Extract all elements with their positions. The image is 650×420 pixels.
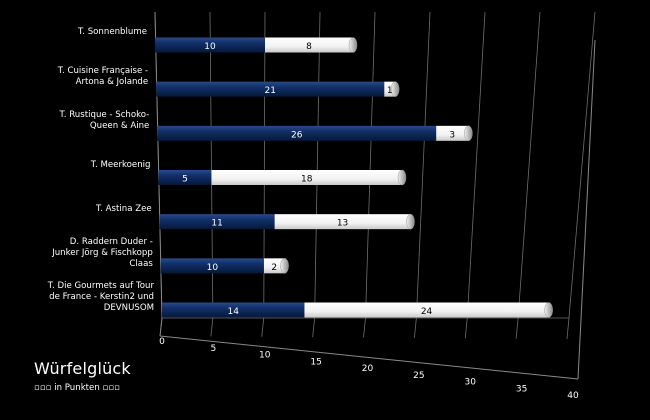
floor-left-edge [159, 317, 163, 337]
bar-end-cap [397, 169, 407, 186]
bar-value-label: 2 [271, 263, 277, 273]
gridline [466, 11, 486, 319]
bar-labels: 10 8 21 1 26 3 5 18 11 13 10 2 14 24 [182, 42, 455, 317]
x-tick-label: 35 [516, 384, 527, 394]
bar-value-label: 21 [264, 86, 275, 96]
bar-end-cap [464, 125, 473, 142]
x-axis-ticks: 0 5 10 15 20 25 30 35 40 [159, 337, 579, 401]
bar-value-label: 5 [182, 175, 188, 185]
x-tick-label: 20 [362, 364, 374, 374]
floor-gridline [566, 317, 570, 340]
category-label: T. Die Gourmets auf Tour de France - Ker… [47, 281, 154, 313]
category-label: D. Raddern Duder - Junker Jörg & Fischko… [52, 236, 153, 269]
bar-segment-blue [160, 258, 264, 274]
x-tick-label: 25 [413, 371, 424, 381]
floor-gridline [210, 317, 214, 337]
floor-gridline [363, 317, 366, 338]
floor-gridline [515, 317, 519, 339]
bar-value-label: 13 [337, 219, 348, 229]
bar-segment-white [436, 125, 469, 141]
chart-title: Würfelglück [34, 359, 131, 378]
bar-end-cap [544, 302, 553, 318]
bar-segment-blue [162, 302, 305, 318]
gridline [314, 11, 321, 319]
x-tick-label: 40 [567, 391, 579, 401]
category-label: T. Meerkoenig [90, 159, 151, 170]
bar-end-cap [406, 213, 415, 230]
bar-value-label: 24 [421, 307, 433, 317]
bar-end-cap [390, 81, 400, 97]
gridline [517, 11, 541, 319]
floor-gridline [413, 317, 417, 338]
x-tick-label: 0 [159, 337, 165, 347]
bars [155, 37, 553, 318]
floor-front-edge [159, 335, 579, 380]
bar-value-label: 26 [291, 130, 303, 140]
bar-segment-white [265, 37, 353, 53]
x-tick-label: 30 [465, 378, 477, 388]
bar-segment-white [274, 214, 411, 230]
floor-gridline [261, 317, 265, 337]
category-label: T. Astina Zee [95, 203, 152, 214]
chart-subtitle: ▫▫▫ in Punkten ▫▫▫ [34, 383, 120, 393]
x-tick-label: 5 [211, 344, 217, 354]
bar-value-label: 3 [449, 130, 455, 140]
bar-value-label: 18 [301, 175, 313, 185]
bar-value-label: 10 [207, 263, 219, 273]
bar-segment-white [384, 81, 396, 97]
bar-end-cap [280, 258, 289, 274]
bar-end-cap [348, 37, 358, 53]
category-label: T. Cuisine Française - Artona & Jolande [57, 65, 149, 87]
bar-segment-blue [158, 170, 212, 185]
category-label: T. Rustique - Schoko- Queen & Aine [59, 109, 150, 131]
bar-segment-white [263, 258, 285, 274]
bar-value-label: 1 [387, 86, 393, 96]
bar-value-label: 10 [204, 42, 216, 52]
floor-gridline [464, 317, 468, 339]
bar-value-label: 11 [211, 219, 222, 229]
grid [154, 11, 596, 380]
gridline [568, 11, 596, 319]
bar-segment-white [211, 170, 403, 185]
gridline [415, 11, 431, 319]
bar-segment-blue [155, 37, 265, 53]
x-tick-label: 10 [259, 351, 271, 361]
bar-segment-blue [159, 214, 275, 230]
bar-segment-blue [157, 125, 437, 141]
x-tick-label: 15 [310, 357, 321, 367]
bar-value-label: 14 [227, 307, 239, 317]
floor-gridline [312, 317, 316, 338]
right-wall-edge [577, 39, 596, 380]
gridline [365, 11, 376, 319]
category-label: T. Sonnenblume [78, 27, 147, 37]
bar-value-label: 8 [306, 42, 312, 52]
bar-segment-blue [156, 81, 385, 97]
bar-segment-white [304, 302, 549, 318]
